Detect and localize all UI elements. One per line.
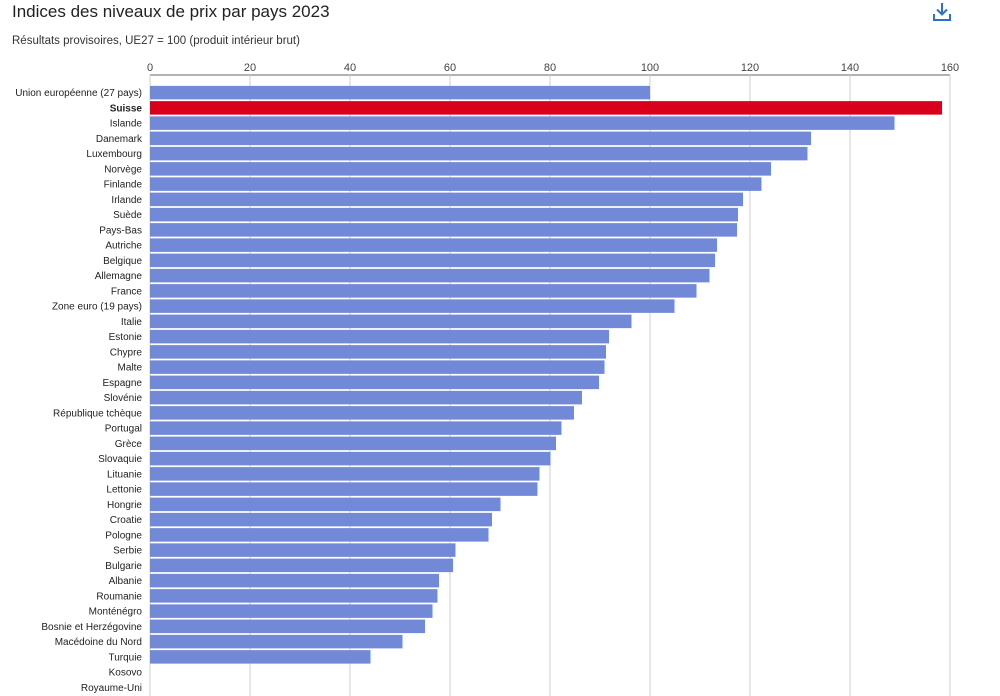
bar[interactable] (150, 162, 771, 176)
category-label: Luxembourg (86, 149, 142, 160)
category-label: Royaume-Uni (81, 683, 142, 694)
bar[interactable] (150, 528, 489, 542)
chart-subtitle: Résultats provisoires, UE27 = 100 (produ… (12, 35, 300, 47)
category-label: France (111, 286, 143, 297)
bar[interactable] (150, 85, 650, 100)
bar[interactable] (150, 406, 574, 420)
bar[interactable] (150, 451, 551, 466)
category-label: Portugal (105, 424, 142, 435)
category-label: Roumanie (96, 591, 142, 602)
x-tick-label: 140 (841, 62, 859, 74)
bar[interactable] (150, 360, 605, 374)
bar[interactable] (150, 604, 433, 618)
bar[interactable] (150, 589, 438, 603)
category-label: République tchèque (53, 408, 142, 419)
bar[interactable] (150, 284, 697, 298)
category-label: Macédoine du Nord (55, 637, 142, 648)
bar[interactable] (150, 497, 501, 512)
bar[interactable] (150, 207, 738, 222)
x-tick-label: 160 (941, 62, 959, 74)
bar[interactable] (150, 390, 582, 405)
bar[interactable] (150, 253, 715, 268)
category-label: Malte (118, 363, 143, 374)
bar[interactable] (150, 345, 606, 359)
category-label: Union européenne (27 pays) (15, 88, 142, 99)
category-label: Pologne (105, 530, 142, 541)
bar[interactable] (150, 482, 538, 496)
bar[interactable] (150, 329, 609, 344)
category-label: Turquie (108, 652, 142, 663)
bar[interactable] (150, 177, 762, 191)
bar[interactable] (150, 299, 675, 313)
bar[interactable] (150, 421, 562, 435)
bar[interactable] (150, 512, 492, 527)
bar[interactable] (150, 223, 737, 237)
category-label: Suisse (110, 103, 143, 114)
category-label: Croatie (110, 515, 143, 526)
category-label: Islande (110, 119, 143, 130)
bar[interactable] (150, 558, 453, 573)
category-labels: Union européenne (27 pays) Suisse Islande D… (15, 88, 143, 694)
category-label: Finlande (104, 180, 143, 191)
bar[interactable] (150, 650, 371, 664)
category-label: Allemagne (95, 271, 143, 282)
category-label: Bosnie et Herzégovine (41, 622, 142, 633)
category-label: Hongrie (107, 500, 142, 511)
category-label: Norvège (104, 164, 142, 175)
bar[interactable] (150, 436, 556, 451)
x-tick-label: 20 (244, 62, 256, 74)
category-label: Kosovo (109, 668, 143, 679)
x-tick-label: 40 (344, 62, 356, 74)
category-label: Slovénie (104, 393, 143, 404)
category-label: Serbie (113, 546, 142, 557)
bar[interactable] (150, 131, 811, 146)
bar[interactable] (150, 116, 895, 130)
category-label: Danemark (96, 134, 143, 145)
category-label: Slovaquie (98, 454, 142, 465)
category-label: Lituanie (107, 469, 142, 480)
bar[interactable] (150, 146, 808, 161)
bar[interactable] (150, 573, 439, 588)
category-label: Pays-Bas (99, 225, 142, 236)
category-label: Espagne (103, 378, 143, 389)
category-label: Suède (113, 210, 142, 221)
category-label: Lettonie (106, 485, 142, 496)
bar[interactable] (150, 619, 425, 634)
category-label: Grèce (115, 439, 143, 450)
x-tick-label: 80 (544, 62, 556, 74)
category-label: Autriche (105, 241, 142, 252)
bar[interactable] (150, 543, 456, 557)
bar[interactable] (150, 634, 403, 649)
category-label: Estonie (109, 332, 143, 343)
bar[interactable] (150, 238, 717, 252)
category-label: Belgique (103, 256, 142, 267)
category-label: Monténégro (89, 607, 143, 618)
bar[interactable] (150, 268, 710, 283)
x-tick-label: 60 (444, 62, 456, 74)
bar[interactable] (150, 314, 632, 329)
category-label: Chypre (110, 347, 143, 358)
bar[interactable] (150, 192, 743, 207)
bars (150, 85, 942, 664)
category-label: Bulgarie (105, 561, 142, 572)
download-icon[interactable] (930, 0, 954, 24)
chart-title: Indices des niveaux de prix par pays 202… (12, 2, 330, 21)
x-tick-label: 100 (641, 62, 659, 74)
bar[interactable] (150, 375, 599, 390)
category-label: Zone euro (19 pays) (52, 302, 142, 313)
bar[interactable] (150, 467, 540, 481)
category-label: Albanie (109, 576, 143, 587)
x-tick-label: 0 (147, 62, 153, 74)
x-axis-ticks: 0 20 40 60 80 100 120 140 160 (147, 62, 959, 74)
x-tick-label: 120 (741, 62, 759, 74)
category-label: Irlande (111, 195, 142, 206)
category-label: Italie (121, 317, 143, 328)
bar[interactable] (150, 101, 942, 115)
